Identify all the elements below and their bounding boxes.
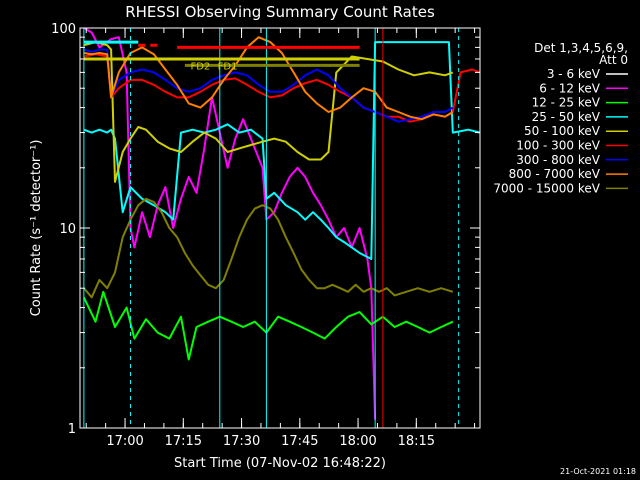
series-layer	[82, 27, 481, 420]
series-12-25-kev	[82, 290, 454, 361]
legend-entry-label: 7000 - 15000 keV	[493, 181, 600, 195]
x-axis-label: Start Time (07-Nov-02 16:48:22)	[174, 456, 386, 471]
flag-label: FD2	[190, 62, 210, 73]
flag-bars: FD2 FD1	[83, 40, 360, 73]
plot-frame	[79, 27, 481, 429]
y-axis-label: Count Rate (s⁻¹ detector⁻¹)	[29, 140, 44, 317]
legend-header-line-2: Att 0	[599, 53, 628, 67]
legend-entry-label: 25 - 50 keV	[532, 110, 601, 124]
legend-entry-label: 50 - 100 keV	[524, 124, 601, 138]
axes: 1 10 100 17:00 17:15 17:30 17:45 18:00 18:15	[51, 22, 480, 449]
series-300-800-kev	[83, 48, 454, 123]
series-25-50-kev	[83, 41, 481, 260]
legend-entry-label: 800 - 7000 keV	[509, 167, 601, 181]
x-tick-label: 17:30	[223, 434, 260, 449]
x-tick-label: 17:15	[165, 434, 202, 449]
y-tick-label: 100	[51, 22, 76, 37]
footer-timestamp: 21-Oct-2021 01:18	[560, 467, 636, 476]
y-tick-label: 10	[59, 222, 76, 237]
x-tick-label: 17:00	[106, 434, 143, 449]
vertical-markers	[83, 28, 460, 428]
flag-label: FD1	[218, 62, 238, 73]
series-6-12-kev	[83, 27, 377, 420]
series-3-6-kev	[121, 90, 376, 349]
legend-header-line-1: Det 1,3,4,5,6,9,	[534, 41, 628, 55]
x-tick-label: 18:15	[398, 434, 435, 449]
legend-entry-label: 12 - 25 keV	[532, 96, 601, 110]
legend-entry-label: 300 - 800 keV	[516, 153, 600, 167]
series-800-7000-kev	[83, 36, 454, 121]
legend-entry-label: 6 - 12 keV	[539, 81, 601, 95]
y-tick-label: 1	[68, 422, 76, 437]
chart-title: RHESSI Observing Summary Count Rates	[125, 3, 435, 21]
series-7000-15000-kev	[83, 197, 454, 299]
legend-entry-label: 100 - 300 keV	[516, 139, 600, 153]
x-tick-label: 17:45	[281, 434, 318, 449]
x-tick-label: 18:00	[339, 434, 376, 449]
legend-entry-label: 3 - 6 keV	[547, 67, 601, 81]
